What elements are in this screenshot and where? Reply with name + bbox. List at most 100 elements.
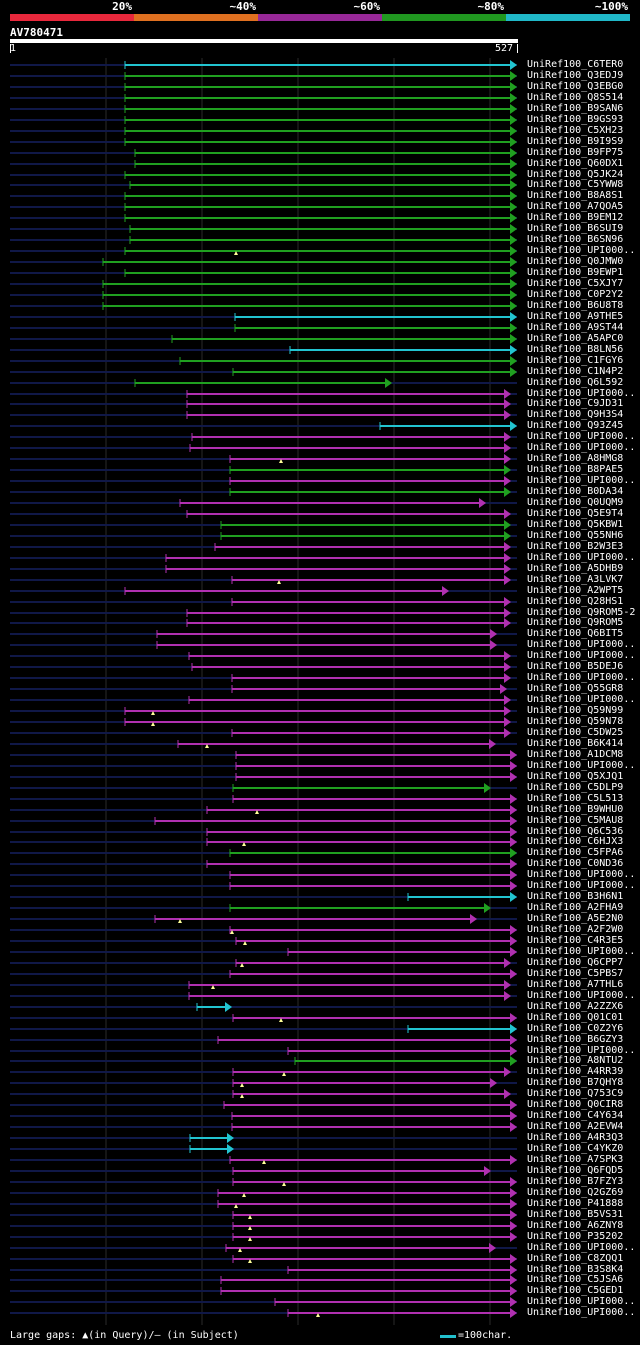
hit-label[interactable]: UniRef100_B6GZY3 bbox=[527, 1034, 624, 1045]
hit-label[interactable]: UniRef100_B9EM12 bbox=[527, 212, 624, 223]
hit-label[interactable]: UniRef100_A3LVK7 bbox=[527, 574, 624, 585]
hit-label[interactable]: UniRef100_Q0CIR8 bbox=[527, 1099, 624, 1110]
hit-label[interactable]: UniRef100_B3H6N1 bbox=[527, 891, 624, 902]
hit-label[interactable]: UniRef100_A8NTU2 bbox=[527, 1055, 624, 1066]
hit-label[interactable]: UniRef100_B6U8T8 bbox=[527, 300, 624, 311]
hit-label[interactable]: UniRef100_C5JSA6 bbox=[527, 1274, 624, 1285]
hit-label[interactable]: UniRef100_C4YKZ0 bbox=[527, 1143, 624, 1154]
hit-label[interactable]: UniRef100_Q5XJQ1 bbox=[527, 771, 624, 782]
hit-label[interactable]: UniRef100_C5DLP9 bbox=[527, 782, 624, 793]
hit-label[interactable]: UniRef100_Q3EDJ9 bbox=[527, 70, 624, 81]
hit-label[interactable]: UniRef100_B9SAN6 bbox=[527, 103, 624, 114]
hit-label[interactable]: UniRef100_A6ZNY8 bbox=[527, 1220, 624, 1231]
hit-label[interactable]: UniRef100_C0P2Y2 bbox=[527, 289, 624, 300]
hit-label[interactable]: UniRef100_C6HJX3 bbox=[527, 836, 624, 847]
hit-label[interactable]: UniRef100_Q6BIT5 bbox=[527, 628, 624, 639]
hit-label[interactable]: UniRef100_C1FGY6 bbox=[527, 355, 624, 366]
hit-label[interactable]: UniRef100_C5L513 bbox=[527, 793, 624, 804]
hit-label[interactable]: UniRef100_UPI000.. bbox=[527, 672, 636, 683]
hit-label[interactable]: UniRef100_B5DEJ6 bbox=[527, 661, 624, 672]
hit-label[interactable]: UniRef100_C5PBS7 bbox=[527, 968, 624, 979]
hit-label[interactable]: UniRef100_UPI000.. bbox=[527, 1242, 636, 1253]
hit-label[interactable]: UniRef100_UPI000.. bbox=[527, 694, 636, 705]
hit-label[interactable]: UniRef100_Q9H3S4 bbox=[527, 409, 624, 420]
hit-label[interactable]: UniRef100_UPI000.. bbox=[527, 245, 636, 256]
hit-label[interactable]: UniRef100_UPI000.. bbox=[527, 442, 636, 453]
hit-label[interactable]: UniRef100_A7THL6 bbox=[527, 979, 624, 990]
hit-label[interactable]: UniRef100_Q6CPP7 bbox=[527, 957, 624, 968]
hit-label[interactable]: UniRef100_C5XJY7 bbox=[527, 278, 624, 289]
hit-label[interactable]: UniRef100_UPI000.. bbox=[527, 760, 636, 771]
hit-label[interactable]: UniRef100_B5VS31 bbox=[527, 1209, 624, 1220]
hit-label[interactable]: UniRef100_UPI000.. bbox=[527, 650, 636, 661]
hit-label[interactable]: UniRef100_C5MAU8 bbox=[527, 815, 624, 826]
hit-label[interactable]: UniRef100_A4R3Q3 bbox=[527, 1132, 624, 1143]
hit-label[interactable]: UniRef100_Q5E9T4 bbox=[527, 508, 624, 519]
hit-label[interactable]: UniRef100_A2ZZX6 bbox=[527, 1001, 624, 1012]
hit-label[interactable]: UniRef100_Q55NH6 bbox=[527, 530, 624, 541]
hit-label[interactable]: UniRef100_B8A8S1 bbox=[527, 190, 624, 201]
hit-label[interactable]: UniRef100_A5E2N0 bbox=[527, 913, 624, 924]
hit-label[interactable]: UniRef100_C5YWW8 bbox=[527, 179, 624, 190]
hit-label[interactable]: UniRef100_Q0UQM9 bbox=[527, 497, 624, 508]
hit-label[interactable]: UniRef100_C1N4P2 bbox=[527, 366, 624, 377]
hit-label[interactable]: UniRef100_B2W3E3 bbox=[527, 541, 624, 552]
hit-label[interactable]: UniRef100_UPI000.. bbox=[527, 1045, 636, 1056]
hit-label[interactable]: UniRef100_UPI000.. bbox=[527, 869, 636, 880]
hit-label[interactable]: UniRef100_B9GS93 bbox=[527, 114, 624, 125]
hit-label[interactable]: UniRef100_UPI000.. bbox=[527, 431, 636, 442]
hit-label[interactable]: UniRef100_A9ST44 bbox=[527, 322, 624, 333]
hit-label[interactable]: UniRef100_B9FP75 bbox=[527, 147, 624, 158]
hit-label[interactable]: UniRef100_B6SUI9 bbox=[527, 223, 624, 234]
hit-label[interactable]: UniRef100_Q60DX1 bbox=[527, 158, 624, 169]
hit-label[interactable]: UniRef100_C5FPA6 bbox=[527, 847, 624, 858]
hit-label[interactable]: UniRef100_B0DA34 bbox=[527, 486, 624, 497]
hit-label[interactable]: UniRef100_A5DHB9 bbox=[527, 563, 624, 574]
hit-label[interactable]: UniRef100_C8ZQQ1 bbox=[527, 1253, 624, 1264]
hit-label[interactable]: UniRef100_A2EVW4 bbox=[527, 1121, 624, 1132]
hit-label[interactable]: UniRef100_UPI000.. bbox=[527, 552, 636, 563]
hit-label[interactable]: UniRef100_UPI000.. bbox=[527, 475, 636, 486]
hit-label[interactable]: UniRef100_P35202 bbox=[527, 1231, 624, 1242]
hit-label[interactable]: UniRef100_UPI000.. bbox=[527, 388, 636, 399]
hit-label[interactable]: UniRef100_B7QHY8 bbox=[527, 1077, 624, 1088]
hit-label[interactable]: UniRef100_P41888 bbox=[527, 1198, 624, 1209]
hit-label[interactable]: UniRef100_C5DW25 bbox=[527, 727, 624, 738]
hit-label[interactable]: UniRef100_Q8S514 bbox=[527, 92, 624, 103]
hit-label[interactable]: UniRef100_C5XH23 bbox=[527, 125, 624, 136]
hit-label[interactable]: UniRef100_Q5JK24 bbox=[527, 169, 624, 180]
hit-label[interactable]: UniRef100_UPI000.. bbox=[527, 946, 636, 957]
hit-label[interactable]: UniRef100_Q55GR8 bbox=[527, 683, 624, 694]
hit-label[interactable]: UniRef100_Q6L592 bbox=[527, 377, 624, 388]
hit-label[interactable]: UniRef100_Q5KBW1 bbox=[527, 519, 624, 530]
hit-label[interactable]: UniRef100_A7SPK3 bbox=[527, 1154, 624, 1165]
hit-label[interactable]: UniRef100_Q0JMW0 bbox=[527, 256, 624, 267]
hit-label[interactable]: UniRef100_Q2GZ69 bbox=[527, 1187, 624, 1198]
hit-label[interactable]: UniRef100_B7FZY3 bbox=[527, 1176, 624, 1187]
hit-label[interactable]: UniRef100_A8HMG8 bbox=[527, 453, 624, 464]
hit-label[interactable]: UniRef100_C6TER0 bbox=[527, 59, 624, 70]
hit-label[interactable]: UniRef100_UPI000.. bbox=[527, 1296, 636, 1307]
hit-label[interactable]: UniRef100_A5APC0 bbox=[527, 333, 624, 344]
hit-label[interactable]: UniRef100_C4Y634 bbox=[527, 1110, 624, 1121]
hit-label[interactable]: UniRef100_UPI000.. bbox=[527, 639, 636, 650]
hit-label[interactable]: UniRef100_B9I9S9 bbox=[527, 136, 624, 147]
hit-label[interactable]: UniRef100_A2F2W0 bbox=[527, 924, 624, 935]
hit-label[interactable]: UniRef100_B6K414 bbox=[527, 738, 624, 749]
hit-label[interactable]: UniRef100_A2FHA9 bbox=[527, 902, 624, 913]
hit-label[interactable]: UniRef100_Q9ROM5-2 bbox=[527, 607, 636, 618]
hit-label[interactable]: UniRef100_B8LN56 bbox=[527, 344, 624, 355]
hit-label[interactable]: UniRef100_A7QOA5 bbox=[527, 201, 624, 212]
hit-label[interactable]: UniRef100_Q753C9 bbox=[527, 1088, 624, 1099]
hit-label[interactable]: UniRef100_A2WPT5 bbox=[527, 585, 624, 596]
hit-label[interactable]: UniRef100_UPI000.. bbox=[527, 990, 636, 1001]
hit-label[interactable]: UniRef100_Q59N99 bbox=[527, 705, 624, 716]
hit-label[interactable]: UniRef100_Q01C01 bbox=[527, 1012, 624, 1023]
hit-label[interactable]: UniRef100_Q6C536 bbox=[527, 826, 624, 837]
hit-label[interactable]: UniRef100_A4RR39 bbox=[527, 1066, 624, 1077]
hit-label[interactable]: UniRef100_UPI000.. bbox=[527, 1307, 636, 1318]
hit-label[interactable]: UniRef100_B9EWP1 bbox=[527, 267, 624, 278]
hit-label[interactable]: UniRef100_UPI000.. bbox=[527, 880, 636, 891]
hit-label[interactable]: UniRef100_Q6FQD5 bbox=[527, 1165, 624, 1176]
hit-label[interactable]: UniRef100_A9THE5 bbox=[527, 311, 624, 322]
